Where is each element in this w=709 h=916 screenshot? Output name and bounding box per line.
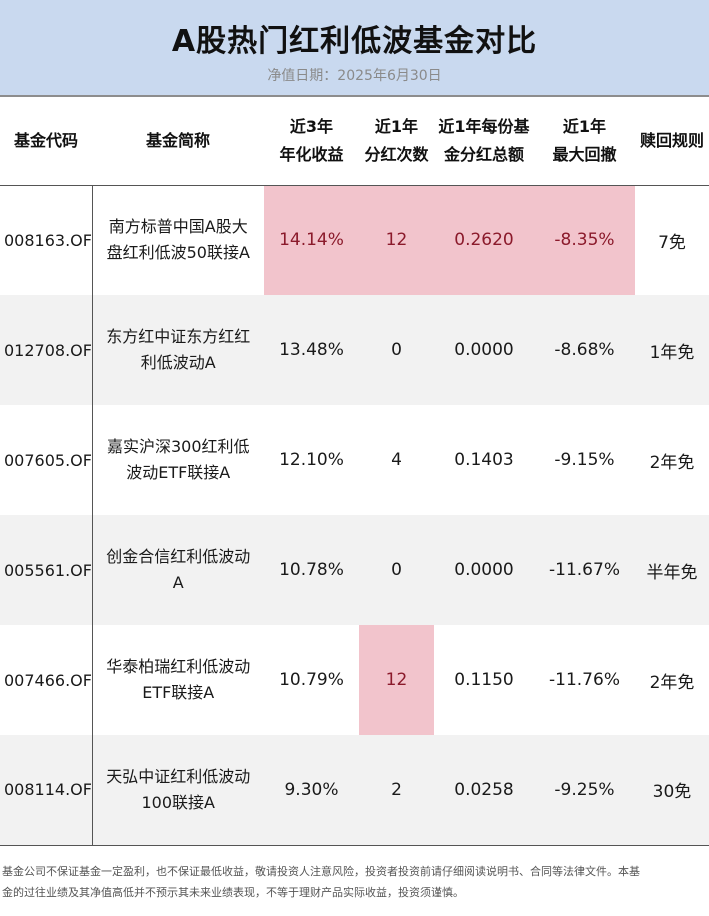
dividend-total: 0.2620 <box>434 185 534 295</box>
max-drawdown: -9.15% <box>554 450 615 470</box>
disclaimer: 基金公司不保证基金一定盈利，也不保证最低收益，敬请投资人注意风险，投资者投资前请… <box>2 861 707 903</box>
redeem-rule: 30免 <box>635 735 709 846</box>
fund-code: 008114.OF <box>0 735 92 846</box>
fund-name: 嘉实沪深300红利低 波动ETF联接A <box>91 405 264 515</box>
table-header-row: 基金代码 基金简称 近3年 年化收益 近1年 分红次数 近1年每份基 金分红总额 近1… <box>0 97 709 186</box>
fund-comparison-table: 基金代码 基金简称 近3年 年化收益 近1年 分红次数 近1年每份基 金分红总额 近1… <box>0 97 709 846</box>
header-1y-drawdown: 近1年 最大回撤 <box>534 97 635 186</box>
table-row: 008114.OF 天弘中证红利低波动 100联接A 9.30% 2 0.0258… <box>0 735 709 846</box>
redeem-rule: 2年免 <box>649 672 695 693</box>
header-fund-code: 基金代码 <box>0 97 92 186</box>
return-3y: 10.79% <box>279 670 344 690</box>
dividend-count: 0 <box>391 340 402 360</box>
header-1y-div-count: 近1年 分红次数 <box>359 97 434 186</box>
fund-code: 007466.OF <box>4 670 92 690</box>
fund-name: 天弘中证红利低波动 100联接A <box>91 735 264 846</box>
redeem-rule: 1年免 <box>649 342 695 363</box>
dividend-count: 12 <box>359 625 434 735</box>
dividend-count: 2 <box>359 735 434 846</box>
table-row: 007605.OF 嘉实沪深300红利低 波动ETF联接A 12.10% 4 0.… <box>0 405 709 515</box>
dividend-total: 0.1150 <box>454 670 514 690</box>
table-row: 005561.OF 创金合信红利低波动 A 10.78% 0 0.0000 -11… <box>0 515 709 625</box>
dividend-count: 0 <box>391 560 402 580</box>
table-row: 007466.OF 华泰柏瑞红利低波动 ETF联接A 10.79% 12 0.11… <box>0 625 709 735</box>
disclaimer-line: 金的过往业绩及其净值高低并不预示其未来业绩表现，不等于理财产品实际收益，投资须谨… <box>2 886 464 899</box>
dividend-total: 0.0000 <box>454 340 514 360</box>
return-3y: 14.14% <box>264 185 359 295</box>
header-1y-div-total: 近1年每份基 金分红总额 <box>434 97 534 186</box>
fund-name: 南方标普中国A股大 盘红利低波50联接A <box>91 185 264 295</box>
return-3y: 12.10% <box>279 450 344 470</box>
fund-code: 012708.OF <box>4 340 92 360</box>
table-row: 008163.OF 南方标普中国A股大 盘红利低波50联接A 14.14% 12 … <box>0 185 709 295</box>
fund-code: 005561.OF <box>4 560 92 580</box>
fund-name: 创金合信红利低波动 A <box>91 515 264 625</box>
max-drawdown: -11.76% <box>549 670 620 690</box>
header-3y-return: 近3年 年化收益 <box>264 97 359 186</box>
disclaimer-line: 基金公司不保证基金一定盈利，也不保证最低收益，敬请投资人注意风险，投资者投资前请… <box>2 865 640 878</box>
fund-name: 华泰柏瑞红利低波动 ETF联接A <box>91 625 264 735</box>
dividend-total: 0.0258 <box>434 735 534 846</box>
page-title: A股热门红利低波基金对比 <box>171 24 538 59</box>
header-fund-name: 基金简称 <box>92 97 264 186</box>
dividend-count: 4 <box>391 450 402 470</box>
nav-date: 净值日期：2025年6月30日 <box>267 68 442 84</box>
max-drawdown: -8.68% <box>554 340 615 360</box>
max-drawdown: -11.67% <box>549 560 620 580</box>
max-drawdown: -9.25% <box>534 735 635 846</box>
dividend-count: 12 <box>359 185 434 295</box>
fund-code: 008163.OF <box>4 230 92 250</box>
return-3y: 13.48% <box>279 340 344 360</box>
redeem-rule: 2年免 <box>649 452 695 473</box>
max-drawdown: -8.35% <box>534 185 635 295</box>
dividend-total: 0.0000 <box>454 560 514 580</box>
page-header: A股热门红利低波基金对比 净值日期：2025年6月30日 <box>0 0 709 97</box>
redeem-rule: 7免 <box>658 232 686 253</box>
return-3y: 9.30% <box>264 735 359 846</box>
table-row: 012708.OF 东方红中证东方红红 利低波动A 13.48% 0 0.0000… <box>0 295 709 405</box>
redeem-rule: 半年免 <box>646 562 698 583</box>
return-3y: 10.78% <box>279 560 344 580</box>
fund-code: 007605.OF <box>4 450 92 470</box>
header-redeem-rule: 赎回规则 <box>635 97 709 186</box>
fund-name: 东方红中证东方红红 利低波动A <box>91 295 264 405</box>
dividend-total: 0.1403 <box>454 450 514 470</box>
